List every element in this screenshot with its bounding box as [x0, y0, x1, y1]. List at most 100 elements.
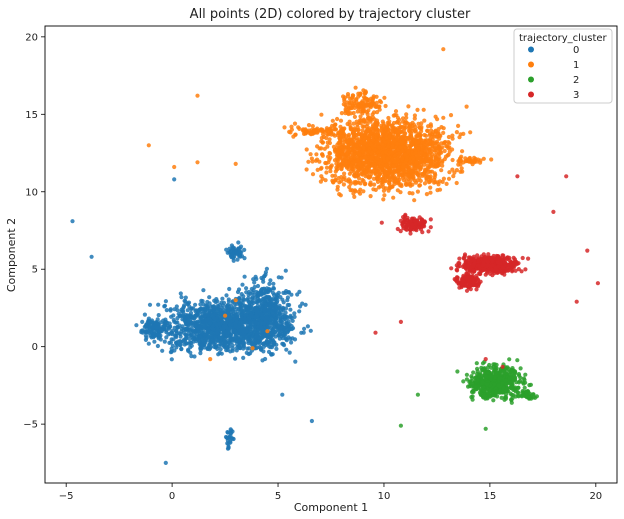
point-cluster-1 [327, 150, 332, 156]
point-cluster-1 [367, 133, 372, 138]
point-cluster-0 [293, 359, 298, 364]
point-cluster-1 [404, 157, 409, 162]
point-cluster-1 [335, 184, 340, 189]
point-cluster-2 [509, 385, 514, 391]
point-cluster-0 [264, 290, 269, 295]
point-cluster-1 [346, 160, 351, 165]
point-cluster-1 [329, 132, 334, 137]
point-cluster-1 [447, 149, 452, 154]
point-cluster-0 [272, 325, 277, 330]
point-cluster-0 [162, 303, 168, 308]
point-cluster-1 [304, 147, 309, 152]
point-cluster-1 [398, 190, 403, 195]
point-cluster-1 [426, 152, 431, 157]
point-cluster-2 [498, 388, 503, 393]
point-cluster-0 [201, 288, 206, 293]
point-cluster-1 [353, 189, 358, 194]
point-cluster-1 [425, 166, 430, 171]
point-cluster-1 [363, 130, 368, 135]
point-cluster-1 [421, 107, 426, 112]
point-cluster-1 [404, 120, 409, 125]
point-cluster-1 [324, 131, 330, 137]
point-cluster-1 [195, 160, 200, 165]
point-cluster-1 [401, 139, 406, 144]
point-cluster-0 [288, 315, 293, 320]
point-cluster-0 [200, 311, 205, 316]
point-cluster-2 [529, 395, 534, 400]
point-cluster-0 [309, 418, 314, 424]
point-cluster-0 [255, 283, 261, 289]
point-cluster-1 [372, 182, 377, 187]
point-cluster-0 [230, 436, 235, 441]
point-cluster-1 [450, 136, 455, 141]
point-cluster-1 [383, 169, 388, 174]
point-cluster-1 [385, 144, 391, 149]
point-cluster-2 [524, 389, 529, 394]
point-cluster-2 [516, 394, 521, 399]
point-cluster-0 [162, 339, 167, 344]
point-cluster-0 [244, 290, 249, 295]
point-cluster-0 [210, 338, 215, 343]
point-cluster-1 [324, 126, 329, 131]
point-cluster-1 [393, 126, 398, 131]
point-cluster-1 [320, 153, 325, 158]
point-cluster-1 [370, 137, 376, 143]
point-cluster-0 [271, 281, 276, 286]
point-cluster-1 [392, 159, 397, 164]
point-cluster-0 [174, 341, 179, 346]
point-cluster-2 [503, 378, 508, 383]
point-cluster-1 [344, 134, 349, 139]
point-cluster-0 [292, 311, 297, 316]
point-cluster-0 [248, 291, 253, 296]
point-cluster-1 [363, 170, 368, 175]
point-cluster-1 [424, 156, 429, 162]
point-cluster-2 [496, 383, 501, 388]
point-cluster-0 [287, 350, 292, 355]
point-cluster-3 [500, 253, 505, 258]
point-cluster-2 [464, 372, 469, 377]
point-cluster-1 [416, 173, 421, 178]
point-cluster-1 [330, 173, 335, 178]
point-cluster-1 [433, 157, 438, 162]
point-cluster-0 [164, 308, 169, 313]
point-cluster-2 [521, 381, 526, 386]
point-cluster-1 [335, 158, 341, 163]
point-cluster-0 [244, 286, 249, 291]
point-cluster-0 [260, 329, 265, 334]
point-cluster-2 [471, 370, 476, 375]
point-cluster-0 [290, 336, 295, 341]
point-cluster-0 [156, 302, 161, 307]
point-cluster-1 [297, 126, 302, 131]
point-cluster-0 [280, 297, 285, 302]
point-cluster-0 [169, 337, 174, 342]
point-cluster-0 [207, 311, 212, 316]
point-cluster-3 [523, 267, 528, 272]
point-cluster-1 [444, 181, 449, 186]
point-cluster-0 [297, 289, 302, 294]
point-cluster-0 [182, 298, 187, 303]
point-cluster-1 [411, 176, 416, 181]
point-cluster-0 [242, 247, 247, 252]
point-cluster-1 [359, 163, 364, 168]
point-cluster-2 [511, 393, 516, 398]
point-cluster-0 [134, 323, 139, 328]
point-cluster-1 [478, 158, 483, 163]
point-cluster-1 [424, 146, 429, 151]
point-cluster-1 [456, 162, 461, 167]
point-cluster-0 [284, 322, 289, 327]
point-cluster-1 [361, 145, 366, 150]
point-cluster-0 [235, 289, 241, 295]
point-cluster-1 [446, 134, 451, 140]
point-cluster-0 [270, 330, 275, 335]
point-cluster-1 [319, 174, 324, 179]
point-cluster-0 [188, 319, 193, 324]
point-cluster-1 [416, 170, 421, 175]
point-cluster-1 [369, 169, 374, 174]
point-cluster-0 [265, 339, 270, 344]
point-cluster-0 [250, 320, 256, 325]
point-cluster-0 [201, 328, 206, 333]
point-cluster-1 [387, 122, 392, 127]
point-cluster-1 [368, 194, 373, 199]
point-cluster-1 [406, 104, 411, 109]
point-cluster-1 [406, 149, 411, 154]
